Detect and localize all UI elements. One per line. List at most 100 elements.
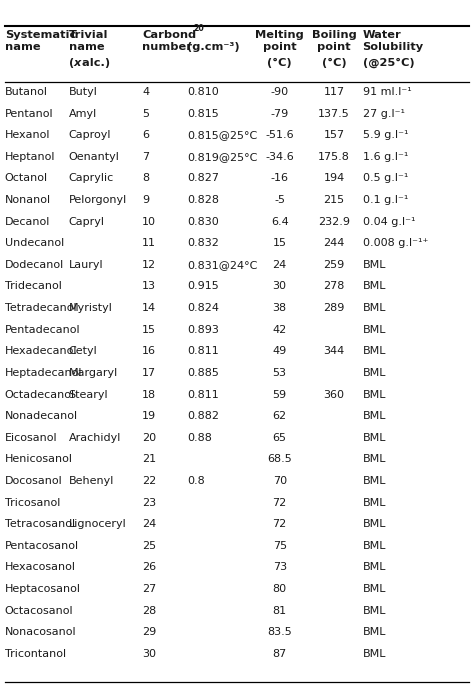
Text: 21: 21 [142,454,156,464]
Text: BML: BML [363,562,386,572]
Text: 244: 244 [323,238,345,248]
Text: (°C): (°C) [322,58,346,68]
Text: Boiling: Boiling [312,30,356,40]
Text: 29: 29 [142,627,156,637]
Text: 117: 117 [324,87,345,97]
Text: 87: 87 [273,649,287,659]
Text: 28: 28 [142,606,156,615]
Text: name: name [69,43,104,52]
Text: 0.819@25°C: 0.819@25°C [187,152,257,162]
Text: Solubility: Solubility [363,43,424,52]
Text: 15: 15 [273,238,287,248]
Text: 0.885: 0.885 [187,368,219,378]
Text: name: name [5,43,40,52]
Text: Hexanol: Hexanol [5,130,50,140]
Text: 232.9: 232.9 [318,217,350,227]
Text: 11: 11 [142,238,156,248]
Text: 175.8: 175.8 [318,152,350,162]
Text: 10: 10 [142,217,156,227]
Text: Eicosanol: Eicosanol [5,433,57,443]
Text: (@25°C): (@25°C) [363,58,414,68]
Text: 0.008 g.l⁻¹⁺: 0.008 g.l⁻¹⁺ [363,238,428,248]
Text: BML: BML [363,454,386,464]
Text: BML: BML [363,282,386,291]
Text: BML: BML [363,433,386,443]
Text: Nonadecanol: Nonadecanol [5,411,78,421]
Text: Lauryl: Lauryl [69,260,103,270]
Text: -79: -79 [271,109,289,118]
Text: Tetradecanol: Tetradecanol [5,303,76,313]
Text: 8: 8 [142,174,149,183]
Text: 20: 20 [142,433,156,443]
Text: 0.815: 0.815 [187,109,219,118]
Text: 68.5: 68.5 [267,454,292,464]
Text: Octadecanol: Octadecanol [5,390,75,399]
Text: 27: 27 [142,584,156,594]
Text: (g.cm⁻³): (g.cm⁻³) [187,43,240,52]
Text: Caproyl: Caproyl [69,130,111,140]
Text: Margaryl: Margaryl [69,368,118,378]
Text: 30: 30 [273,282,287,291]
Text: 5: 5 [142,109,149,118]
Text: 25: 25 [142,541,156,551]
Text: 0.832: 0.832 [187,238,219,248]
Text: Tricontanol: Tricontanol [5,649,66,659]
Text: 20: 20 [193,24,204,33]
Text: 81: 81 [273,606,287,615]
Text: Heptanol: Heptanol [5,152,55,162]
Text: Heptacosanol: Heptacosanol [5,584,81,594]
Text: 24: 24 [142,519,156,529]
Text: Tricosanol: Tricosanol [5,498,60,507]
Text: 1.6 g.l⁻¹: 1.6 g.l⁻¹ [363,152,408,162]
Text: 26: 26 [142,562,156,572]
Text: 75: 75 [273,541,287,551]
Text: 344: 344 [324,346,345,356]
Text: 0.811: 0.811 [187,390,219,399]
Text: 0.8: 0.8 [187,476,205,486]
Text: BML: BML [363,368,386,378]
Text: 72: 72 [273,519,287,529]
Text: Oenantyl: Oenantyl [69,152,119,162]
Text: Systematic: Systematic [5,30,76,40]
Text: 0.830: 0.830 [187,217,219,227]
Text: 9: 9 [142,195,149,205]
Text: 6.4: 6.4 [271,217,289,227]
Text: 12: 12 [142,260,156,270]
Text: 30: 30 [142,649,156,659]
Text: BML: BML [363,649,386,659]
Text: -90: -90 [271,87,289,97]
Text: 14: 14 [142,303,156,313]
Text: 5.9 g.l⁻¹: 5.9 g.l⁻¹ [363,130,408,140]
Text: 83.5: 83.5 [267,627,292,637]
Text: 62: 62 [273,411,287,421]
Text: 137.5: 137.5 [319,109,350,118]
Text: BML: BML [363,390,386,399]
Text: 0.810: 0.810 [187,87,219,97]
Text: alc.): alc.) [78,58,110,68]
Text: Pentanol: Pentanol [5,109,54,118]
Text: Octacosanol: Octacosanol [5,606,73,615]
Text: 72: 72 [273,498,287,507]
Text: Myristyl: Myristyl [69,303,113,313]
Text: Arachidyl: Arachidyl [69,433,121,443]
Text: 194: 194 [324,174,345,183]
Text: 19: 19 [142,411,156,421]
Text: 6: 6 [142,130,149,140]
Text: 4: 4 [142,87,149,97]
Text: 80: 80 [273,584,287,594]
Text: 0.831@24°C: 0.831@24°C [187,260,257,270]
Text: Henicosanol: Henicosanol [5,454,73,464]
Text: 278: 278 [323,282,345,291]
Text: 0.5 g.l⁻¹: 0.5 g.l⁻¹ [363,174,408,183]
Text: 16: 16 [142,346,156,356]
Text: point: point [263,43,296,52]
Text: Pentacosanol: Pentacosanol [5,541,79,551]
Text: BML: BML [363,541,386,551]
Text: 53: 53 [273,368,287,378]
Text: 65: 65 [273,433,287,443]
Text: 91 ml.l⁻¹: 91 ml.l⁻¹ [363,87,411,97]
Text: BML: BML [363,584,386,594]
Text: Cetyl: Cetyl [69,346,98,356]
Text: Nonanol: Nonanol [5,195,51,205]
Text: 0.827: 0.827 [187,174,219,183]
